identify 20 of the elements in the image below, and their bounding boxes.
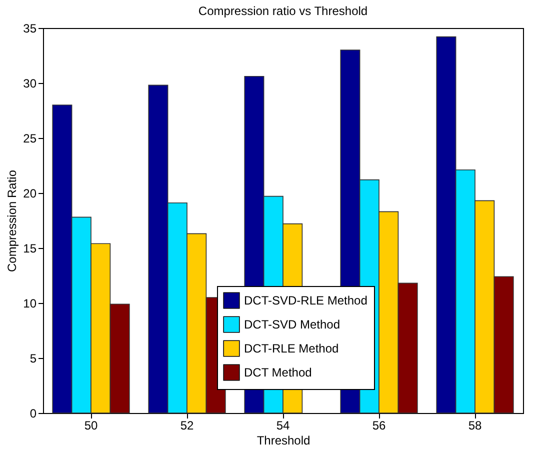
chart-title: Compression ratio vs Threshold	[198, 4, 368, 18]
y-tick-label: 25	[23, 132, 37, 146]
y-tick-label: 35	[23, 22, 37, 36]
y-tick-label: 15	[23, 242, 37, 256]
y-tick-label: 20	[23, 186, 37, 200]
x-tick-label: 50	[84, 418, 98, 432]
x-tick-label: 52	[180, 418, 194, 432]
legend-label: DCT-RLE Method	[244, 342, 339, 356]
legend-label: DCT Method	[244, 366, 312, 380]
y-tick-label: 5	[30, 352, 37, 366]
x-tick-label: 54	[276, 418, 290, 432]
x-tick-label: 56	[372, 418, 386, 432]
legend-label: DCT-SVD Method	[244, 318, 340, 332]
y-axis-title: Compression Ratio	[5, 170, 20, 272]
y-tick-label: 0	[30, 406, 37, 420]
legend-label: DCT-SVD-RLE Method	[244, 294, 368, 308]
x-tick-label: 58	[468, 418, 482, 432]
y-tick-label: 10	[23, 296, 37, 310]
y-tick-label: 30	[23, 76, 37, 90]
x-axis-title: Threshold	[256, 434, 310, 448]
